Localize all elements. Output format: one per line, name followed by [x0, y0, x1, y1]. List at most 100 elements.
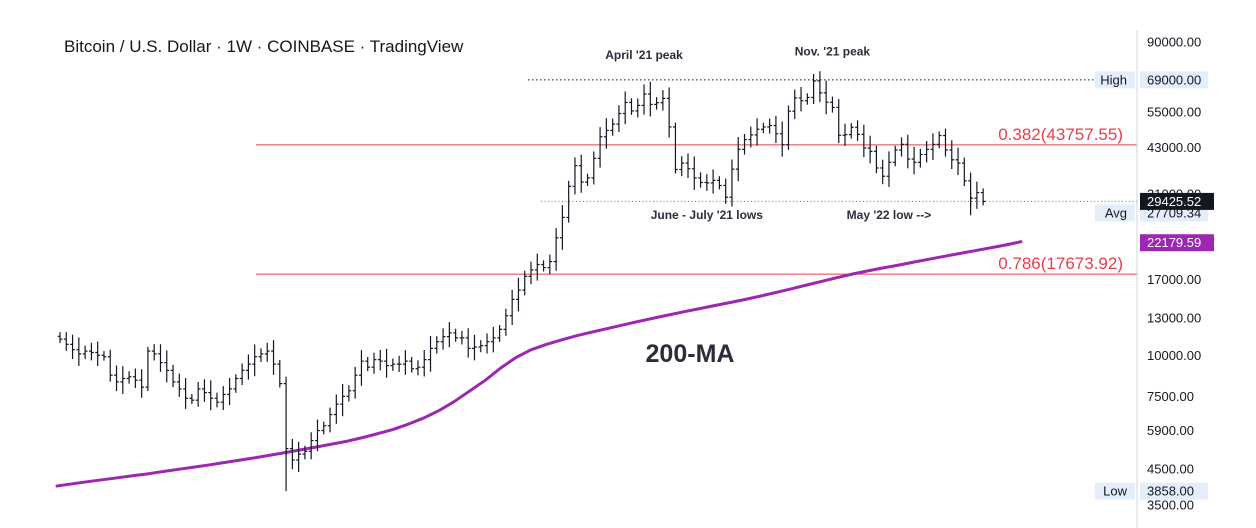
annotation-label-2: June - July '21 lows — [651, 208, 764, 222]
y-tick-label: 17000.00 — [1147, 272, 1201, 287]
price-axis[interactable]: 90000.0055000.0043000.0031000.0017000.00… — [1095, 35, 1214, 513]
price-bar — [685, 153, 691, 179]
price-bar — [258, 348, 264, 362]
high-level-badge-value: 69000.00 — [1147, 72, 1201, 87]
price-bar — [377, 350, 383, 371]
price-bar — [415, 360, 421, 376]
price-bar — [742, 133, 747, 155]
price-bar — [233, 374, 239, 393]
price-bar — [315, 419, 320, 452]
price-bar — [528, 261, 534, 285]
price-bar — [509, 289, 515, 325]
y-tick-label: 5900.00 — [1147, 423, 1194, 438]
price-bar — [484, 333, 490, 354]
price-bar — [227, 377, 232, 406]
price-bar — [842, 123, 848, 146]
price-bar — [164, 350, 170, 383]
price-bar — [804, 93, 810, 105]
price-bar — [704, 174, 710, 191]
y-tick-label: 7500.00 — [1147, 389, 1194, 404]
y-tick-label: 43000.00 — [1147, 140, 1201, 155]
price-bar — [183, 377, 188, 409]
price-bar — [472, 334, 477, 361]
price-bar — [63, 332, 69, 351]
low-level-badge: 3858.00 Low — [1095, 482, 1208, 500]
price-bar — [974, 181, 980, 209]
low-level-label: Low — [1103, 484, 1127, 499]
price-bar — [214, 392, 220, 408]
price-bar — [120, 366, 126, 394]
price-bar — [296, 441, 302, 473]
price-bar — [723, 178, 729, 204]
price-bar — [126, 371, 132, 384]
price-bar — [786, 105, 791, 150]
price-bar — [560, 205, 565, 250]
price-bar — [673, 122, 678, 174]
price-bar — [717, 176, 722, 190]
price-bar — [421, 350, 427, 377]
y-tick-label: 13000.00 — [1147, 310, 1201, 325]
price-bar — [283, 376, 289, 456]
annotation-label-1: Nov. '21 peak — [795, 44, 871, 58]
price-bar — [101, 351, 107, 361]
price-bar — [327, 407, 333, 433]
price-bar — [603, 118, 609, 149]
price-bar — [176, 373, 182, 397]
price-bar — [490, 326, 496, 353]
price-bar — [905, 134, 911, 169]
price-bar — [428, 336, 433, 372]
current-price-badge-bg — [1140, 192, 1214, 210]
y-tick-label: 4500.00 — [1147, 462, 1194, 477]
price-bar — [679, 156, 685, 177]
price-bar — [384, 348, 389, 378]
price-bar — [151, 344, 157, 361]
price-bar — [710, 169, 716, 194]
annotation-label-3: May '22 low --> — [847, 208, 932, 222]
price-bar — [773, 115, 779, 144]
avg-level-label: Avg — [1105, 205, 1127, 220]
price-bar — [553, 228, 559, 271]
price-bar — [641, 84, 647, 115]
price-bar — [949, 140, 955, 170]
price-bar — [497, 325, 502, 342]
price-bar — [930, 133, 936, 160]
price-bar — [434, 336, 440, 354]
price-bar — [70, 334, 75, 359]
price-bar — [597, 127, 603, 168]
price-bar — [830, 96, 835, 113]
price-bar — [145, 346, 151, 392]
price-bar — [911, 146, 917, 175]
price-bar — [792, 89, 798, 120]
price-bar — [189, 394, 195, 405]
price-bar — [403, 350, 408, 375]
price-bar — [390, 358, 396, 371]
price-bar — [114, 365, 119, 392]
price-bar — [252, 344, 258, 377]
price-bar — [158, 344, 163, 372]
price-bar — [321, 421, 327, 435]
price-bar — [541, 260, 546, 272]
price-bar — [760, 122, 766, 134]
price-bar — [409, 356, 415, 373]
price-bar — [729, 159, 735, 207]
price-bar — [691, 156, 697, 190]
price-bar — [566, 180, 572, 223]
price-bar — [302, 445, 308, 460]
price-bar — [880, 159, 886, 185]
price-bar — [107, 349, 113, 382]
price-bar — [754, 118, 760, 146]
price-bar — [459, 330, 465, 345]
price-bar — [811, 73, 816, 105]
price-bar — [396, 355, 402, 373]
price-bar — [95, 341, 101, 366]
chart-title: Bitcoin / U.S. Dollar · 1W · COINBASE · … — [64, 37, 464, 56]
price-bar — [333, 394, 339, 424]
price-bar — [666, 87, 672, 138]
low-level-badge-value: 3858.00 — [1147, 484, 1194, 499]
price-bar — [886, 151, 892, 187]
price-bar — [798, 86, 804, 112]
y-tick-label: 90000.00 — [1147, 35, 1201, 50]
high-level-badge: 69000.00 High — [1095, 71, 1208, 89]
price-bar — [352, 366, 358, 399]
